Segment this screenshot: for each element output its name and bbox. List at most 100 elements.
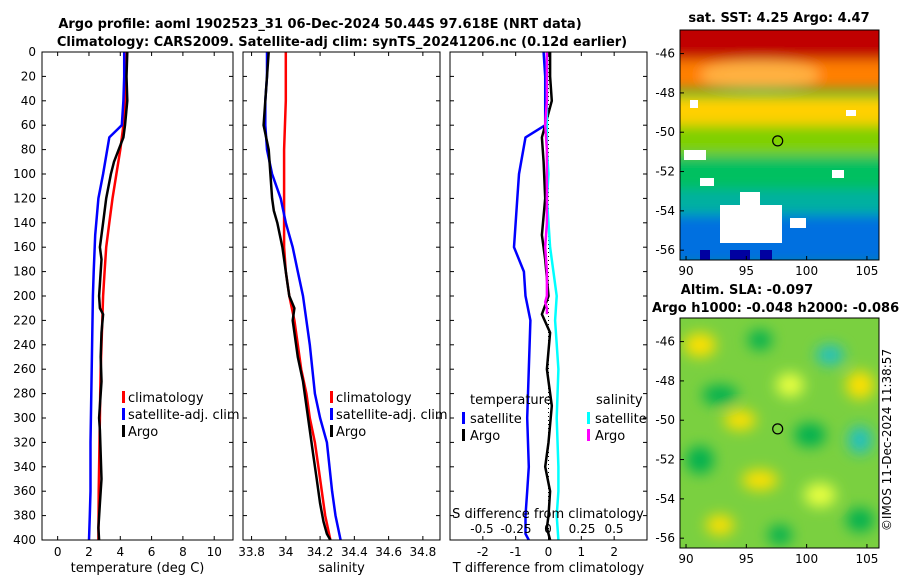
y-tick-label: 240 (13, 338, 36, 352)
temperature-panel: 0204060801001201401601802002202402602803… (13, 45, 240, 576)
legend-title: temperature (470, 393, 552, 408)
legend-label: satellite-adj. clim (336, 408, 448, 423)
map-frame (679, 29, 880, 261)
x-axis-label: T difference from climatology (452, 561, 645, 576)
map-y-tick-label: -54 (655, 492, 675, 506)
legend-swatch (330, 391, 333, 403)
sst-map-title: sat. SST: 4.25 Argo: 4.47 (688, 11, 869, 26)
map-y-tick-label: -46 (655, 47, 675, 61)
salinity-panel: 33.8 34 34.2 34.4 34.6 34.8 salinity climatolog… (238, 51, 448, 576)
map-y-tick-label: -50 (655, 125, 675, 139)
difference-panel: -2 -1 0 1 2 T difference from climatology temp… (449, 51, 648, 576)
legend-label: satellite-adj. clim (128, 408, 240, 423)
y-tick-label: 160 (13, 240, 36, 254)
sla-map-subtitle: Argo h1000: -0.048 h2000: -0.086 (652, 301, 899, 316)
y-tick-label: 80 (21, 143, 36, 157)
legend-swatch (122, 425, 125, 437)
y-tick-label: 200 (13, 289, 36, 303)
plot-frame (41, 51, 234, 541)
legend-swatch (462, 429, 465, 441)
map-frame (679, 317, 880, 549)
y-tick-label: 100 (13, 167, 36, 181)
legend-label: climatology (128, 391, 204, 406)
map-x-tick-label: 100 (795, 264, 818, 278)
map-x-tick-label: 95 (739, 264, 754, 278)
y-tick-label: 0 (28, 45, 36, 59)
x-tick-label: 34.6 (375, 545, 402, 559)
x-axis-label: temperature (deg C) (71, 561, 205, 576)
x-tick-label: 2 (610, 545, 618, 559)
x-tick-label: 34.2 (307, 545, 334, 559)
y-tick-label: 340 (13, 460, 36, 474)
y-tick-label: 360 (13, 484, 36, 498)
title-line1: Argo profile: aoml 1902523_31 06-Dec-202… (58, 17, 581, 32)
x-tick-label: -1 (510, 545, 522, 559)
y-tick-label: 280 (13, 387, 36, 401)
watermark: ©IMOS 11-Dec-2024 11:38:57 (880, 349, 894, 531)
map-y-tick-label: -52 (655, 165, 675, 179)
y-tick-label: 20 (21, 69, 36, 83)
plot-frame (242, 51, 441, 541)
legend-label: Argo (595, 429, 625, 444)
plot-frame (449, 51, 648, 541)
y-tick-label: 220 (13, 313, 36, 327)
y-tick-label: 140 (13, 216, 36, 230)
x-axis-label: salinity (318, 561, 365, 576)
x-tick-label: 34.8 (410, 545, 437, 559)
x-tick-label: 34 (278, 545, 293, 559)
map-y-tick-label: -52 (655, 453, 675, 467)
title-line2: Climatology: CARS2009. Satellite-adj cli… (57, 35, 627, 50)
legend-label: climatology (336, 391, 412, 406)
x-tick-label: 1 (578, 545, 586, 559)
legend-swatch (330, 408, 333, 420)
map-x-tick-label: 90 (678, 264, 693, 278)
legend-swatch (587, 429, 590, 441)
legend-label: Argo (470, 429, 500, 444)
x-tick-label: 6 (148, 545, 156, 559)
legend-swatch (122, 408, 125, 420)
series-s-argo (543, 52, 549, 315)
map-x-tick-label: 100 (795, 552, 818, 566)
map-x-tick-label: 90 (678, 552, 693, 566)
map-y-tick-label: -48 (655, 374, 675, 388)
series-argo (97, 51, 129, 541)
map-y-tick-label: -54 (655, 204, 675, 218)
argo-marker (772, 135, 784, 147)
x-tick-label: 8 (179, 545, 187, 559)
y-tick-label: 260 (13, 362, 36, 376)
top-tick-label: 0.5 (604, 522, 623, 536)
map-y-tick-label: -48 (655, 86, 675, 100)
series-climatology (282, 52, 332, 541)
legend-title: salinity (596, 393, 643, 408)
x-tick-label: -2 (477, 545, 489, 559)
top-tick-label: -0.5 (470, 522, 493, 536)
legend-label: satellite (595, 412, 647, 427)
legend-swatch (122, 391, 125, 403)
map-y-tick-label: -56 (655, 243, 675, 257)
legend-swatch (462, 412, 465, 424)
series-s-satellite (545, 52, 560, 541)
x-tick-label: 34.4 (341, 545, 368, 559)
y-tick-label: 400 (13, 533, 36, 547)
top-tick-label: -0.25 (500, 522, 531, 536)
map-y-tick-label: -50 (655, 413, 675, 427)
y-tick-label: 60 (21, 118, 36, 132)
x-tick-label: 0 (545, 545, 553, 559)
plot-area (243, 52, 440, 540)
argo-marker (772, 423, 784, 435)
x-tick-label: 10 (207, 545, 222, 559)
legend-swatch (587, 412, 590, 424)
y-tick-label: 120 (13, 191, 36, 205)
y-tick-label: 300 (13, 411, 36, 425)
y-tick-label: 380 (13, 509, 36, 523)
plot-area (42, 52, 233, 540)
y-tick-label: 180 (13, 265, 36, 279)
legend-label: Argo (128, 425, 158, 440)
top-axis-label: S difference from climatology (452, 507, 644, 522)
map-y-tick-label: -46 (655, 335, 675, 349)
x-tick-label: 0 (54, 545, 62, 559)
map-x-tick-label: 105 (855, 552, 878, 566)
x-tick-label: 4 (116, 545, 124, 559)
legend-label: satellite (470, 412, 522, 427)
